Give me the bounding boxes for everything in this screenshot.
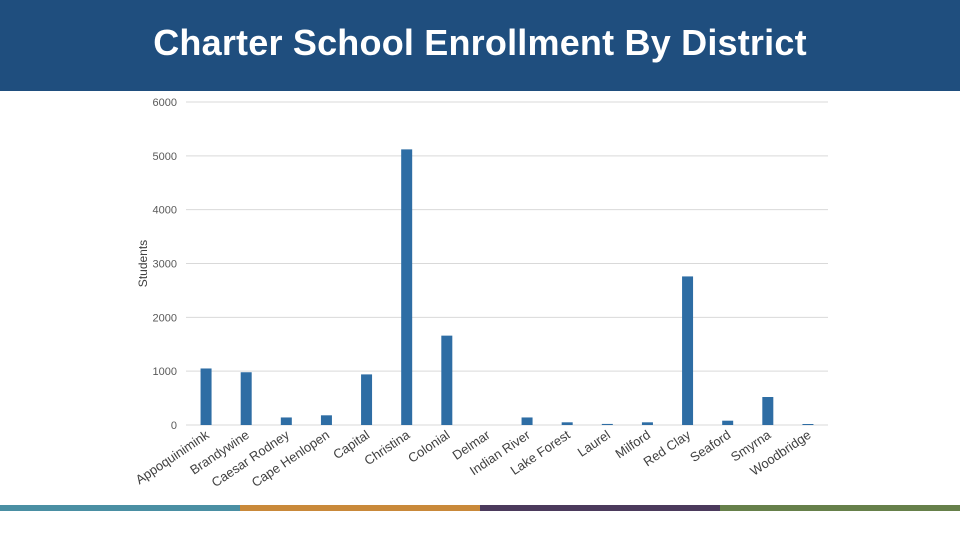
bar (441, 335, 453, 425)
bar (601, 423, 613, 425)
footer-band-orange (240, 505, 480, 511)
bar (401, 149, 413, 425)
y-tick-label: 2000 (153, 312, 177, 324)
bar (361, 374, 373, 425)
bar (641, 422, 653, 425)
bar (722, 420, 734, 425)
y-tick-label: 5000 (153, 151, 177, 163)
y-axis-label: Students (136, 240, 150, 287)
x-tick-label: Laurel (575, 427, 613, 460)
bar (240, 372, 252, 425)
footer-band-green (720, 505, 960, 511)
bar (762, 397, 774, 425)
bar (682, 276, 694, 425)
footer-band-purple (480, 505, 720, 511)
chart-title: Charter School Enrollment By District (153, 22, 807, 63)
footer-band-teal (0, 505, 240, 511)
y-tick-label: 1000 (153, 366, 177, 378)
y-tick-label: 3000 (153, 259, 177, 271)
y-tick-label: 6000 (153, 97, 177, 109)
bar (802, 424, 814, 425)
bar (561, 422, 573, 425)
x-tick-label: Colonial (405, 427, 452, 466)
x-tick-label: Seaford (687, 427, 733, 465)
y-tick-label: 0 (171, 420, 177, 432)
x-tick-label: Christina (361, 427, 413, 469)
bar (200, 368, 212, 425)
bar (521, 417, 533, 425)
y-tick-label: 4000 (153, 205, 177, 217)
bar (280, 417, 292, 425)
title-banner: Charter School Enrollment By District (0, 0, 960, 91)
bar (320, 415, 332, 425)
bar-chart: 0100020003000400050006000StudentsAppoqui… (133, 97, 828, 490)
